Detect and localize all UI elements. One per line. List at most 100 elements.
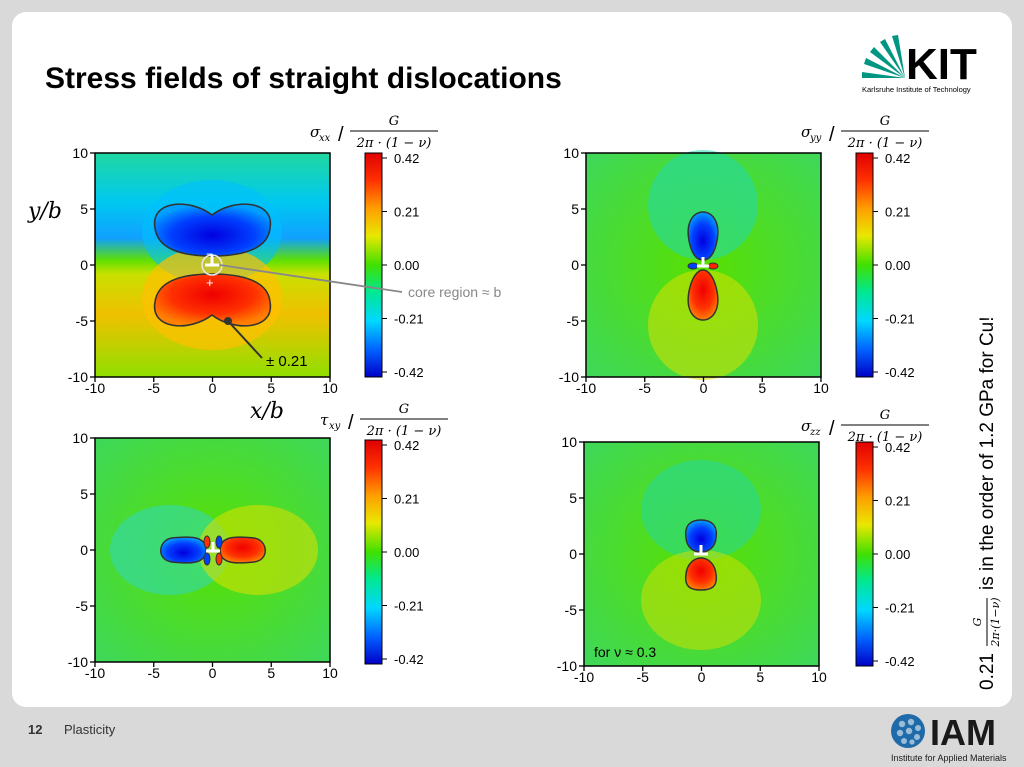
fraction-numerator: G <box>880 114 890 129</box>
iam-logo-text: IAM <box>930 712 996 753</box>
dislocation-symbol <box>697 257 709 268</box>
heatmap-sigma-xx: − + <box>95 153 330 377</box>
y-tick-label: 0 <box>569 546 577 562</box>
colorbar-tick-label: 0.21 <box>885 205 910 220</box>
x-tick-label: 5 <box>758 380 766 396</box>
y-tick-label: 5 <box>571 201 579 217</box>
quantity-subscript: xx <box>319 133 331 144</box>
colorbar-tick-label: -0.21 <box>394 599 424 614</box>
colorbar-tick-label: 0.42 <box>394 151 419 166</box>
kit-logo-text: KIT <box>906 40 977 89</box>
contour-line <box>153 273 271 327</box>
colorbar <box>364 439 383 665</box>
core-region-annotation: core region ≈ b <box>219 264 502 300</box>
fraction-numerator: G <box>880 408 890 423</box>
y-tick-label: -5 <box>76 598 89 614</box>
colorbar-tick-label: -0.42 <box>394 365 424 380</box>
colorbar-tick-label: -0.21 <box>885 601 915 616</box>
y-tick-label: 10 <box>563 145 579 161</box>
x-tick-label: -5 <box>639 380 652 396</box>
colorbar-tick-label: -0.42 <box>885 654 915 669</box>
colorbar-tick-label: -0.21 <box>394 312 424 327</box>
y-tick-label: 10 <box>72 430 88 446</box>
side-note-fraction-den: 2π·(1−ν) <box>989 597 1002 647</box>
kit-logo: KIT Karlsruhe Institute of Technology <box>862 35 977 94</box>
x-axis-label: x/b <box>250 399 284 424</box>
x-tick-label: 0 <box>209 380 217 396</box>
panel-sigma-xx: − + <box>95 153 330 377</box>
iam-logo-subtitle: Institute for Applied Materials <box>891 753 1007 763</box>
colorbar-tick-label: 0.21 <box>394 205 419 220</box>
fraction-denominator: 2π · (1 − ν) <box>366 424 442 439</box>
quantity-symbol: σ <box>801 123 812 141</box>
y-tick-label: 10 <box>561 434 577 450</box>
quantity-subscript: yy <box>809 133 822 144</box>
quantity-symbol: τ <box>320 411 329 429</box>
y-tick-label: 5 <box>80 201 88 217</box>
axes-sxx: -10-10 -5 -5 0 0 5 5 10 10 0.42 0.21 0.00 -0.21 -0.42… <box>68 114 438 396</box>
y-tick-label: -5 <box>565 602 578 618</box>
axes-syy: -10-10 -5 -5 0 0 5 5 10 10 0.42 0.21 0.00 -0.21 -0.42… <box>559 114 929 396</box>
iam-globe-icon <box>891 714 925 748</box>
x-tick-label: -5 <box>637 669 650 685</box>
panel-label-txy: τ xy / G 2π · (1 − ν) <box>320 402 448 439</box>
colorbar-tick-label: 0.42 <box>394 438 419 453</box>
y-tick-label: 5 <box>569 490 577 506</box>
y-tick-label: -5 <box>567 313 580 329</box>
minus-marker: − <box>206 247 213 261</box>
y-tick-label: 10 <box>72 145 88 161</box>
colorbar-tick-label: 0.21 <box>394 492 419 507</box>
dislocation-symbol <box>694 545 708 556</box>
contour-line <box>153 203 271 257</box>
poisson-ratio-note: for ν ≈ 0.3 <box>594 644 656 660</box>
slide-title: Stress fields of straight dislocations <box>45 62 562 95</box>
colorbar-tick-label: 0.00 <box>885 258 910 273</box>
y-axis-label: y/b <box>27 199 62 224</box>
colorbar-tick-label: 0.00 <box>394 258 419 273</box>
y-tick-label: 0 <box>80 542 88 558</box>
colorbar-tick-label: -0.42 <box>885 365 915 380</box>
iam-logo: IAM Institute for Applied Materials <box>891 712 1007 763</box>
x-tick-label: -5 <box>148 380 161 396</box>
heatmap-tau-xy <box>95 438 330 662</box>
x-tick-label: 5 <box>756 669 764 685</box>
fraction-numerator: G <box>389 114 399 129</box>
panel-sigma-zz <box>584 442 819 666</box>
axes-szz: -10-10 -5 -5 0 0 5 5 10 10 0.42 0.21 0.00 -0.21 -0.42… <box>557 408 929 685</box>
heatmap-sigma-zz <box>584 442 819 666</box>
panel-label-szz: σzz / G 2π · (1 − ν) <box>801 408 929 445</box>
core-region-label: core region ≈ b <box>408 284 502 300</box>
x-tick-label: -10 <box>85 380 105 396</box>
colorbar-tick-label: 0.21 <box>885 494 910 509</box>
x-tick-label: 10 <box>811 669 827 685</box>
colorbar-tick-label: 0.00 <box>394 545 419 560</box>
kit-logo-subtitle: Karlsruhe Institute of Technology <box>862 85 971 94</box>
x-tick-label: -10 <box>576 380 596 396</box>
fraction-denominator: 2π · (1 − ν) <box>847 136 923 151</box>
panel-sigma-yy <box>586 150 821 380</box>
panel-label-sxx: σxx / G 2π · (1 − ν) <box>310 114 438 151</box>
colorbar-tick-label: -0.21 <box>885 312 915 327</box>
colorbar-tick-label: 0.00 <box>885 547 910 562</box>
fraction-denominator: 2π · (1 − ν) <box>356 136 432 151</box>
fraction-slash: / <box>348 412 354 434</box>
fraction-slash: / <box>829 124 835 146</box>
kit-fan-icon <box>862 35 905 78</box>
quantity-symbol: σ <box>310 123 321 141</box>
y-tick-label: -10 <box>68 369 88 385</box>
x-tick-label: 5 <box>267 380 275 396</box>
y-tick-label: 0 <box>80 257 88 273</box>
x-tick-label: 5 <box>267 665 275 681</box>
x-tick-label: 0 <box>698 669 706 685</box>
page-number: 12 <box>28 722 43 737</box>
y-tick-label: -10 <box>559 369 579 385</box>
y-tick-label: -10 <box>557 658 577 674</box>
side-note: 0.21 G 2π·(1−ν) is in the order of 1.2 G… <box>971 316 1002 690</box>
x-tick-label: -10 <box>85 665 105 681</box>
x-tick-label: 0 <box>209 665 217 681</box>
quantity-subscript: xy <box>329 421 341 432</box>
dislocation-symbol <box>206 542 220 553</box>
fraction-numerator: G <box>399 402 409 417</box>
axes-txy: -10-10 -5 -5 0 0 5 5 10 10 0.42 0.21 0.00 -0.21 -0.42… <box>68 402 448 681</box>
colorbar-tick-label: -0.42 <box>394 652 424 667</box>
